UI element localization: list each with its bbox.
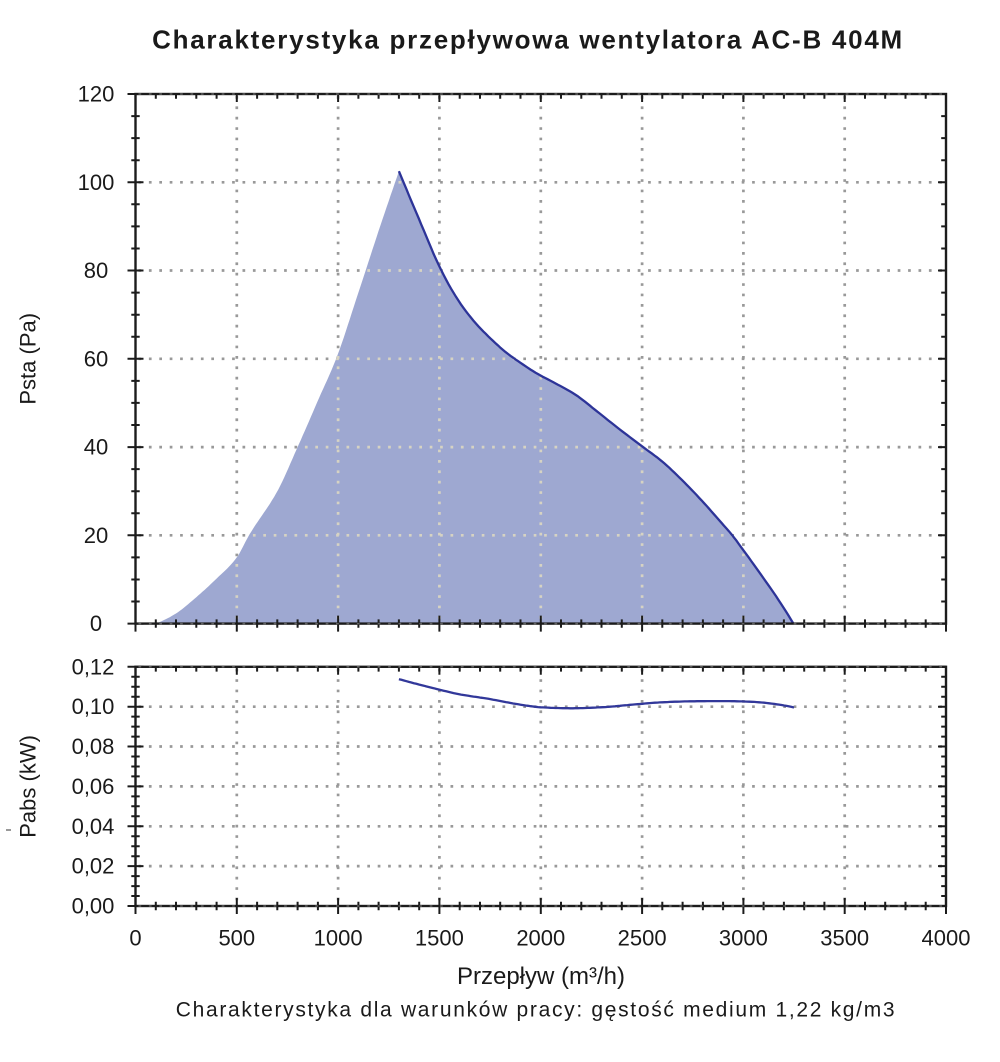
svg-text:0,10: 0,10 <box>72 694 115 719</box>
svg-text:3000: 3000 <box>719 926 768 951</box>
svg-text:1500: 1500 <box>415 926 464 951</box>
svg-text:0,06: 0,06 <box>72 774 115 799</box>
svg-text:4000: 4000 <box>922 926 971 951</box>
svg-text:0,00: 0,00 <box>72 894 115 919</box>
svg-text:20: 20 <box>84 523 108 548</box>
svg-text:500: 500 <box>218 926 255 951</box>
svg-text:2000: 2000 <box>516 926 565 951</box>
svg-text:100: 100 <box>78 170 115 195</box>
svg-text:1000: 1000 <box>314 926 363 951</box>
svg-text:40: 40 <box>84 435 108 460</box>
svg-text:Psta (Pa): Psta (Pa) <box>16 313 41 405</box>
svg-text:0,08: 0,08 <box>72 734 115 759</box>
svg-text:Pabs (kW): Pabs (kW) <box>16 735 41 838</box>
svg-text:60: 60 <box>84 346 108 371</box>
svg-text:120: 120 <box>78 82 115 107</box>
svg-text:Przepływ (m³/h): Przepływ (m³/h) <box>457 963 625 990</box>
svg-text:0,04: 0,04 <box>72 814 115 839</box>
svg-text:0: 0 <box>90 611 102 636</box>
svg-text:3500: 3500 <box>820 926 869 951</box>
svg-text:0,02: 0,02 <box>72 854 115 879</box>
svg-text:Charakterystyka przepływowa we: Charakterystyka przepływowa wentylatora … <box>152 25 904 55</box>
svg-text:2500: 2500 <box>618 926 667 951</box>
svg-text:80: 80 <box>84 258 108 283</box>
svg-text:Charakterystyka dla warunków p: Charakterystyka dla warunków pracy: gęst… <box>176 999 897 1022</box>
svg-text:0: 0 <box>129 926 141 951</box>
svg-text:0,12: 0,12 <box>72 654 115 679</box>
